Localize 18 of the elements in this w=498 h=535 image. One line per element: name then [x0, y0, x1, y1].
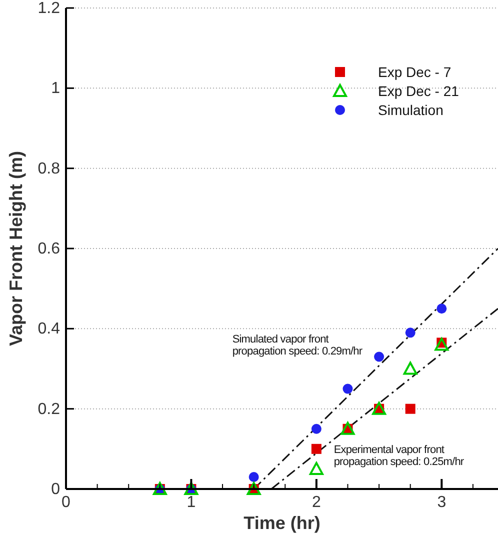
- legend-label: Exp Dec - 21: [378, 83, 460, 99]
- x-tick-label: 3: [437, 494, 446, 511]
- y-tick-label: 0.6: [38, 240, 60, 258]
- x-tick-label: 2: [312, 494, 321, 511]
- x-tick-label: 1: [186, 494, 196, 511]
- y-tick-label: 1: [51, 80, 60, 98]
- annotation: Experimental vapor front propagation speed: 0.25m/hr: [334, 444, 464, 468]
- y-tick-label: 0.4: [38, 320, 60, 338]
- legend-label: Exp Dec - 7: [378, 64, 452, 80]
- x-axis-title: Time (hr): [244, 513, 320, 533]
- x-tick-label: 0: [62, 494, 71, 511]
- y-tick-label: 0: [51, 481, 60, 498]
- annotation: Simulated vapor front propagation speed: 0.29m/hr: [232, 333, 363, 358]
- y-tick-label: 0.2: [38, 400, 60, 418]
- y-tick-label: 0.8: [38, 160, 60, 178]
- y-axis-title: Vapor Front Height (m): [6, 151, 26, 346]
- legend-label: Simulation: [378, 102, 444, 118]
- y-tick-label: 1.2: [38, 0, 60, 17]
